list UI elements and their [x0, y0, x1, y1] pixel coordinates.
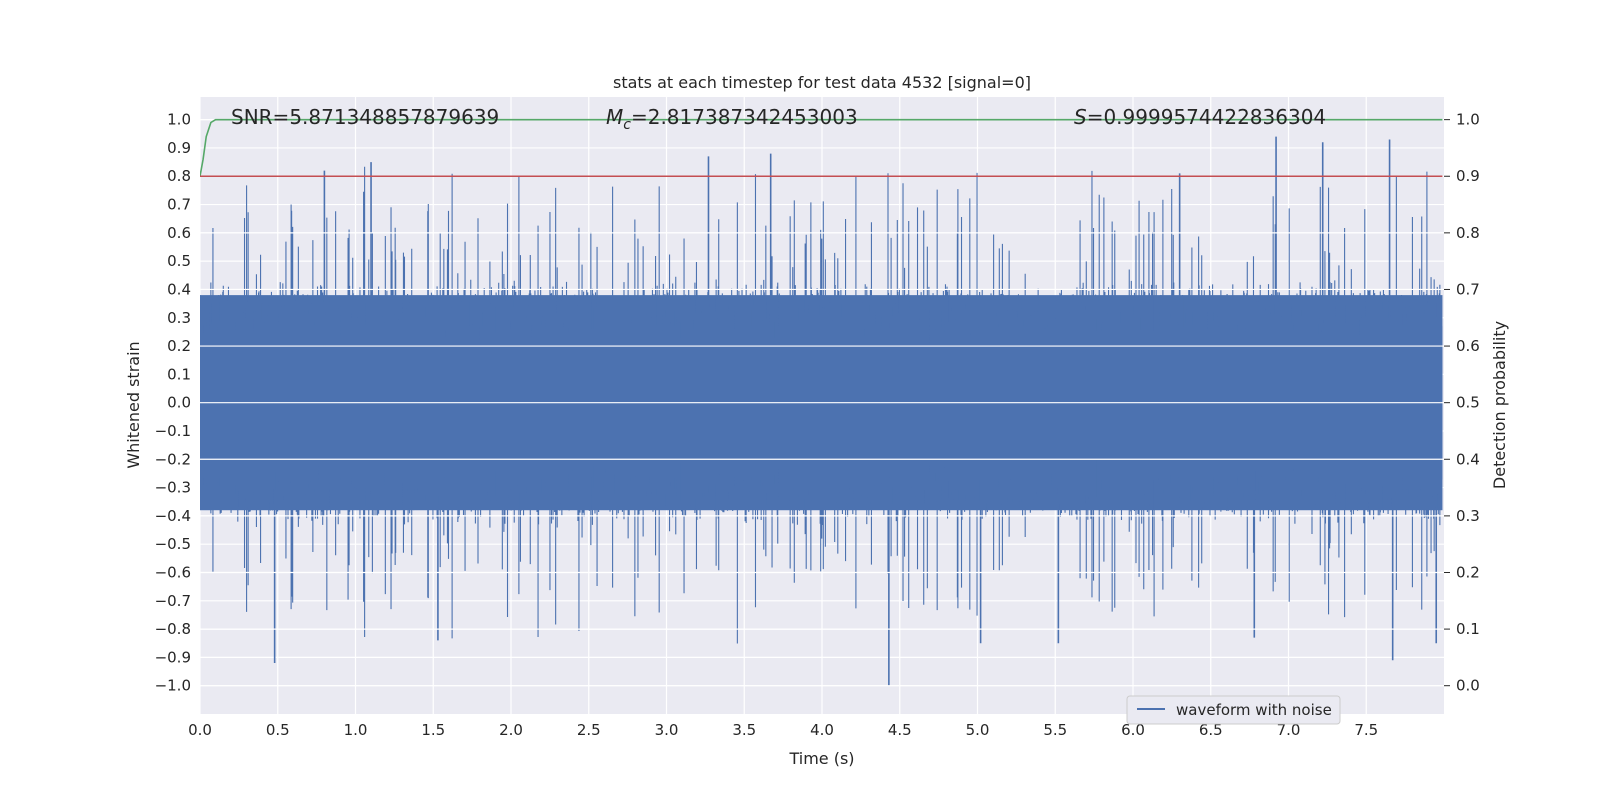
y-tick-label: 0.8: [167, 167, 191, 185]
x-tick-label: 1.0: [344, 721, 368, 739]
y-tick-label: 1.0: [167, 111, 191, 129]
x-tick-label: 2.0: [499, 721, 523, 739]
y-tick-label: −0.4: [155, 507, 191, 525]
x-tick-label: 7.5: [1354, 721, 1378, 739]
y-right-tick-label: 0.2: [1456, 563, 1480, 581]
y-tick-label: 0.5: [167, 252, 191, 270]
y-tick-label: −0.2: [155, 450, 191, 468]
mc-subscript: c: [623, 117, 631, 133]
x-tick-label: 3.5: [732, 721, 756, 739]
y-tick-label: 0.0: [167, 394, 191, 412]
y-axis-label: Whitened strain: [124, 341, 143, 468]
s-annotation: S=0.9999574422836304: [1074, 105, 1326, 129]
y-tick-label: −0.8: [155, 620, 191, 638]
x-tick-label: 3.0: [655, 721, 679, 739]
y-tick-label: 0.9: [167, 139, 191, 157]
y-right-tick-label: 0.9: [1456, 167, 1480, 185]
y-tick-label: 0.3: [167, 309, 191, 327]
x-tick-label: 1.5: [421, 721, 445, 739]
legend: waveform with noise: [1126, 695, 1341, 725]
x-tick-label: 6.5: [1199, 721, 1223, 739]
detection-probability-line: [200, 118, 1443, 177]
waveform-line: [200, 166, 1443, 644]
y-right-tick-label: 0.6: [1456, 337, 1480, 355]
x-tick-label: 2.5: [577, 721, 601, 739]
y-tick-label: 0.4: [167, 280, 191, 298]
x-tick-label: 0.0: [188, 721, 212, 739]
mc-symbol: M: [606, 105, 623, 129]
s-symbol: S: [1074, 105, 1087, 129]
x-tick-label: 4.5: [888, 721, 912, 739]
y-tick-label: −0.6: [155, 563, 191, 581]
y-tick-label: 0.1: [167, 365, 191, 383]
y-tick-label: 0.6: [167, 224, 191, 242]
marks: 0.0 0.5 1.0 1.5 2.0 2.5 3.0 3.5 4.0 4.5 5.0 5.5 6.0 6…: [155, 111, 1480, 739]
y-tick-label: 0.7: [167, 196, 191, 214]
snr-prefix: SNR=: [231, 105, 289, 129]
y-tick-label: 0.2: [167, 337, 191, 355]
x-axis-label: Time (s): [788, 749, 854, 768]
y-tick-label: −1.0: [155, 677, 191, 695]
x-tick-label: 6.0: [1121, 721, 1145, 739]
y-right-tick-label: 0.1: [1456, 620, 1480, 638]
y-tick-label: −0.7: [155, 592, 191, 610]
mc-annotation: Mc=2.817387342453003: [606, 105, 858, 133]
y-right-axis-label: Detection probability: [1490, 321, 1509, 489]
x-tick-label: 7.0: [1277, 721, 1301, 739]
plot-area: [200, 118, 1444, 687]
s-value: =0.9999574422836304: [1087, 105, 1326, 129]
y-right-tick-label: 0.4: [1456, 450, 1480, 468]
x-tick-label: 5.5: [1043, 721, 1067, 739]
y-right-tick-label: 0.5: [1456, 394, 1480, 412]
snr-annotation: SNR=5.871348857879639: [231, 105, 499, 129]
mc-value: =2.817387342453003: [631, 105, 858, 129]
y-tick-label: −0.9: [155, 648, 191, 666]
x-tick-label: 4.0: [810, 721, 834, 739]
y-tick-label: −0.1: [155, 422, 191, 440]
y-tick-label: −0.5: [155, 535, 191, 553]
y-right-tick-label: 0.8: [1456, 224, 1480, 242]
legend-box: [1126, 695, 1341, 725]
y-right-tick-label: 0.7: [1456, 280, 1480, 298]
y-right-tick-label: 0.0: [1456, 677, 1480, 695]
legend-label: waveform with noise: [1176, 701, 1332, 719]
chart-title: stats at each timestep for test data 453…: [613, 73, 1031, 92]
y-right-tick-label: 0.3: [1456, 507, 1480, 525]
snr-value: 5.871348857879639: [289, 105, 499, 129]
x-tick-label: 5.0: [966, 721, 990, 739]
y-right-tick-label: 1.0: [1456, 111, 1480, 129]
x-tick-label: 0.5: [266, 721, 290, 739]
y-tick-label: −0.3: [155, 479, 191, 497]
